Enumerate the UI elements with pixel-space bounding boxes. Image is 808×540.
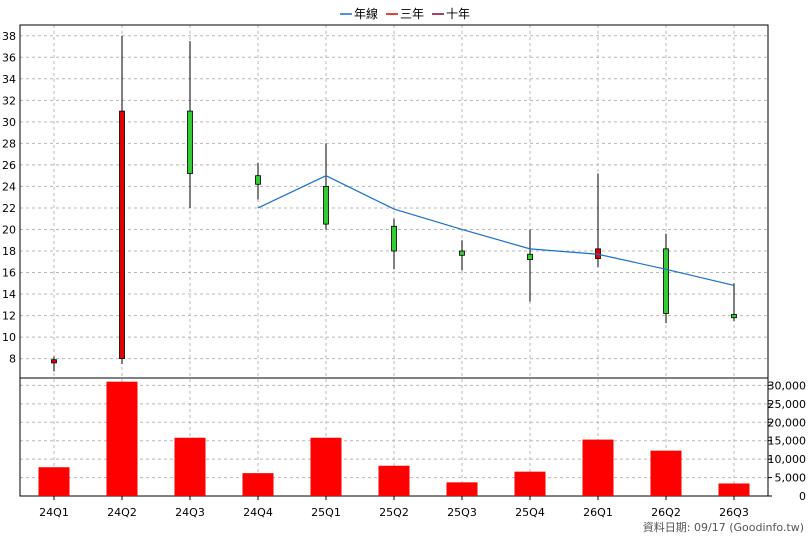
price-tick-label: 38 [2, 30, 16, 43]
volume-bar [38, 467, 70, 496]
volume-bars [38, 381, 750, 496]
price-tick-label: 36 [2, 51, 16, 64]
volume-bar [582, 439, 614, 496]
price-tick-label: 18 [2, 245, 16, 258]
legend: 年線 三年 十年 [340, 6, 470, 21]
volume-bar [174, 437, 206, 496]
volume-bar [718, 483, 750, 496]
candle-body [187, 110, 193, 174]
volume-tick-label: 5,000 [775, 472, 807, 485]
volume-bar [378, 465, 410, 496]
candle-body [323, 186, 329, 225]
x-category-label: 25Q4 [515, 506, 545, 519]
x-category-label: 24Q3 [175, 506, 205, 519]
candles [51, 35, 737, 372]
x-category-label: 26Q2 [651, 506, 681, 519]
candle-body [51, 359, 57, 364]
price-tick-label: 14 [2, 288, 16, 301]
candle-body [391, 225, 397, 252]
candle-body [527, 253, 533, 261]
candle-body [459, 250, 465, 256]
price-tick-label: 34 [2, 73, 16, 86]
legend-label: 三年 [400, 7, 424, 21]
volume-bar [242, 473, 274, 496]
candle-body [663, 248, 669, 314]
volume-bar [446, 482, 478, 496]
year-line-path [257, 175, 735, 287]
price-tick-label: 22 [2, 202, 16, 215]
price-tick-label: 12 [2, 310, 16, 323]
price-tick-label: 20 [2, 223, 16, 236]
volume-bar [310, 437, 342, 496]
price-tick-label: 8 [9, 353, 16, 366]
x-category-label: 25Q3 [447, 506, 477, 519]
volume-tick-label: 0 [799, 490, 806, 503]
volume-bar [650, 450, 682, 496]
footer-date-source: 資料日期: 09/17 (Goodinfo.tw) [643, 520, 804, 534]
candle-body [731, 314, 737, 319]
legend-label: 十年 [446, 7, 470, 21]
price-tick-label: 28 [2, 137, 16, 150]
x-category-label: 26Q1 [583, 506, 613, 519]
x-category-label: 24Q2 [107, 506, 137, 519]
price-tick-label: 10 [2, 331, 16, 344]
volume-bar [514, 471, 546, 496]
price-tick-label: 30 [2, 116, 16, 129]
axes: 8 10 12 14 16 18 20 22 24 26 28 30 32 34 36 38 0 5,000 10,… [2, 30, 806, 519]
x-category-label: 24Q4 [243, 506, 273, 519]
volume-tick-label: 10,000 [768, 453, 807, 466]
legend-label: 年線 [354, 6, 378, 21]
x-category-label: 25Q2 [379, 506, 409, 519]
volume-tick-label: 20,000 [768, 416, 807, 429]
year-line [257, 175, 735, 287]
price-tick-label: 16 [2, 267, 16, 280]
price-tick-label: 26 [2, 159, 16, 172]
volume-tick-label: 25,000 [768, 398, 807, 411]
volume-tick-label: 15,000 [768, 435, 807, 448]
x-category-label: 25Q1 [311, 506, 341, 519]
price-tick-label: 24 [2, 180, 16, 193]
x-category-label: 26Q3 [719, 506, 749, 519]
candle-body [255, 175, 261, 185]
candle-body [119, 110, 125, 360]
price-tick-label: 32 [2, 94, 16, 107]
volume-tick-label: 30,000 [768, 379, 807, 392]
x-category-label: 24Q1 [39, 506, 69, 519]
volume-bar [106, 381, 138, 496]
